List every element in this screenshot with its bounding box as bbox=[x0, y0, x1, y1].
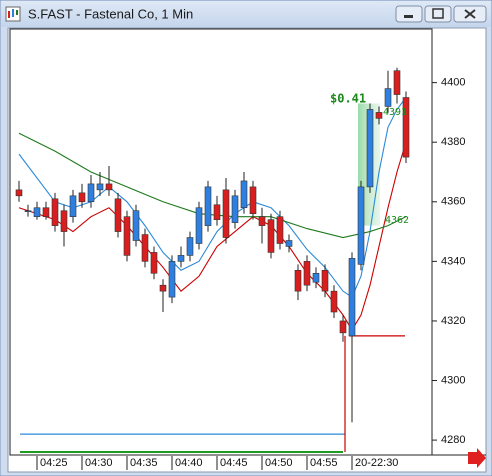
x-tick-label: 04:35 bbox=[130, 457, 158, 469]
candle-body bbox=[159, 284, 167, 292]
x-tick-label: 04:45 bbox=[220, 457, 248, 469]
x-tick-label: 20-22:30 bbox=[355, 457, 398, 469]
candle-body bbox=[96, 183, 104, 191]
x-tick-label: 04:30 bbox=[85, 457, 113, 469]
candle-body bbox=[231, 195, 239, 223]
candle-body bbox=[114, 198, 122, 232]
candle-body bbox=[78, 192, 86, 203]
candle-body bbox=[141, 234, 149, 262]
candle-body bbox=[105, 183, 113, 191]
candle-body bbox=[33, 207, 41, 217]
minimize-button[interactable] bbox=[395, 5, 423, 23]
close-button[interactable] bbox=[453, 5, 487, 23]
candle-body bbox=[312, 272, 320, 283]
candle-body bbox=[87, 183, 95, 203]
candle-body bbox=[294, 270, 302, 292]
candle-body bbox=[366, 109, 374, 188]
y-tick-label: 4400 bbox=[441, 77, 465, 89]
plot-area bbox=[9, 28, 433, 456]
candle-body bbox=[348, 258, 356, 337]
y-tick-label: 4320 bbox=[441, 315, 465, 327]
candle-body bbox=[357, 186, 365, 265]
candle-body bbox=[24, 210, 32, 213]
x-tick-label: 04:25 bbox=[40, 457, 68, 469]
candle-body bbox=[132, 210, 140, 241]
candle-body bbox=[384, 88, 392, 107]
annotation: 4391 bbox=[383, 107, 407, 118]
y-tick-label: 4280 bbox=[441, 434, 465, 446]
candle-body bbox=[339, 320, 347, 334]
candle-body bbox=[393, 70, 401, 95]
x-tick-label: 04:40 bbox=[175, 457, 203, 469]
candle-body bbox=[195, 207, 203, 244]
candle-body bbox=[375, 112, 383, 119]
candle-body bbox=[123, 216, 131, 256]
candle-body bbox=[249, 186, 257, 214]
y-tick-label: 4300 bbox=[441, 374, 465, 386]
app-icon bbox=[5, 6, 21, 22]
candle-body bbox=[276, 216, 284, 244]
y-tick-label: 4360 bbox=[441, 196, 465, 208]
candle-body bbox=[69, 195, 77, 217]
annotation: 4362 bbox=[385, 215, 409, 226]
candle-body bbox=[303, 261, 311, 286]
x-tick-label: 04:55 bbox=[310, 457, 338, 469]
annotation: $0.41 bbox=[330, 92, 366, 106]
candle-body bbox=[15, 189, 23, 197]
candle-body bbox=[168, 261, 176, 298]
candle-body bbox=[258, 216, 266, 226]
scroll-arrow[interactable] bbox=[468, 448, 486, 468]
candle-body bbox=[222, 189, 230, 238]
candle-body bbox=[204, 186, 212, 226]
candle-body bbox=[51, 198, 59, 226]
candle-body bbox=[60, 210, 68, 232]
candle-body bbox=[186, 237, 194, 256]
y-tick-label: 4380 bbox=[441, 136, 465, 148]
x-tick-label: 04:50 bbox=[265, 457, 293, 469]
candle-body bbox=[150, 252, 158, 274]
y-tick-label: 4340 bbox=[441, 255, 465, 267]
candle-body bbox=[285, 240, 293, 247]
candle-body bbox=[240, 180, 248, 209]
candle-body bbox=[213, 204, 221, 220]
candle-body bbox=[330, 290, 338, 313]
window-title: S.FAST - Fastenal Co, 1 Min bbox=[28, 6, 193, 21]
candle-body bbox=[42, 207, 50, 217]
candle-body bbox=[177, 255, 185, 262]
candle-body bbox=[267, 219, 275, 253]
candle-body bbox=[321, 270, 329, 292]
maximize-button[interactable] bbox=[424, 5, 452, 23]
candle-body bbox=[402, 97, 410, 158]
